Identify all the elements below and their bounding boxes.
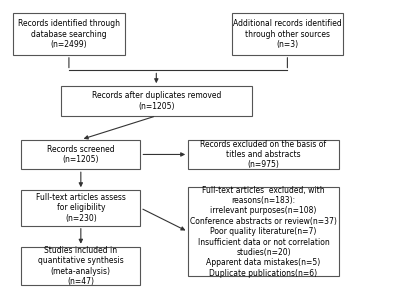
Text: Full-text articles  excluded, with
reasons(n=183):
irrelevant purposes(n=108)
Co: Full-text articles excluded, with reason… (190, 186, 337, 278)
Text: Additional records identified
through other sources
(n=3): Additional records identified through ot… (233, 19, 342, 49)
FancyBboxPatch shape (188, 140, 339, 169)
Text: Studies included in
quantitative synthesis
(meta-analysis)
(n=47): Studies included in quantitative synthes… (38, 246, 124, 286)
FancyBboxPatch shape (61, 86, 252, 116)
Text: Records after duplicates removed
(n=1205): Records after duplicates removed (n=1205… (92, 91, 221, 111)
Text: Records identified through
database searching
(n=2499): Records identified through database sear… (18, 19, 120, 49)
FancyBboxPatch shape (21, 140, 140, 169)
Text: Records screened
(n=1205): Records screened (n=1205) (47, 145, 115, 164)
FancyBboxPatch shape (13, 13, 124, 55)
FancyBboxPatch shape (21, 190, 140, 226)
Text: Full-text articles assess
for eligibility
(n=230): Full-text articles assess for eligibilit… (36, 193, 126, 223)
FancyBboxPatch shape (188, 187, 339, 276)
FancyBboxPatch shape (21, 247, 140, 285)
Text: Records excluded on the basis of
titles and abstracts
(n=975): Records excluded on the basis of titles … (200, 140, 327, 169)
FancyBboxPatch shape (232, 13, 343, 55)
